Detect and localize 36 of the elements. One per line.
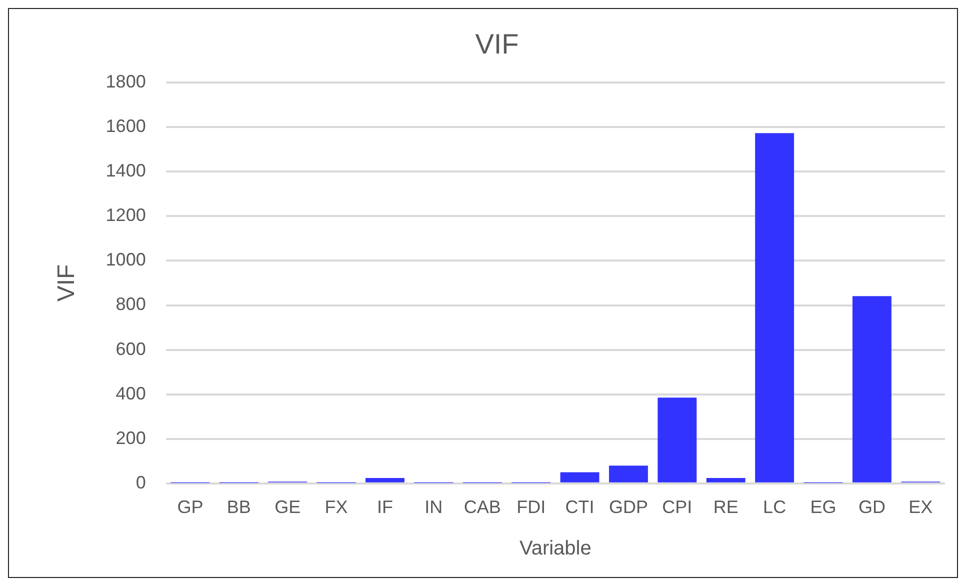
x-tick-label: CTI: [565, 497, 594, 518]
y-tick-label: 200: [116, 428, 146, 448]
bar: [755, 133, 794, 482]
x-tick-label: GP: [177, 497, 204, 518]
bar: [560, 472, 600, 482]
x-tick-label: CAB: [464, 497, 501, 518]
y-tick-label: 800: [116, 294, 146, 314]
y-tick-label: 1200: [106, 205, 146, 226]
x-tick-label: BB: [226, 497, 251, 518]
x-tick-label: RE: [713, 497, 738, 518]
chart-title: VIF: [475, 28, 519, 60]
x-tick-label: GE: [274, 497, 301, 518]
x-tick-label: FX: [324, 497, 348, 518]
x-tick-label: EX: [908, 497, 933, 518]
bar: [658, 398, 697, 482]
y-tick-label: 400: [116, 383, 146, 404]
y-tick-label: 1400: [106, 160, 146, 181]
x-tick-label: EG: [810, 497, 836, 518]
y-tick-label: 1600: [106, 116, 146, 136]
y-tick-label: 1800: [106, 72, 146, 92]
x-tick-label: LC: [763, 497, 786, 518]
x-axis-title: Variable: [519, 538, 592, 560]
y-tick-label: 1000: [106, 250, 146, 270]
x-tick-label: CPI: [662, 497, 692, 518]
bar: [366, 478, 404, 482]
x-tick-label: FDI: [516, 497, 546, 518]
x-tick-label: GDP: [608, 497, 648, 518]
x-tick-label: IF: [376, 497, 393, 518]
x-tick-label: IN: [424, 497, 443, 518]
bar: [852, 296, 892, 482]
y-axis-title: VIF: [53, 264, 80, 302]
y-tick-label: 600: [116, 338, 146, 359]
x-tick-label: GD: [858, 497, 886, 518]
y-tick-label: 0: [136, 472, 146, 492]
bar: [608, 466, 648, 482]
bar: [706, 478, 746, 482]
